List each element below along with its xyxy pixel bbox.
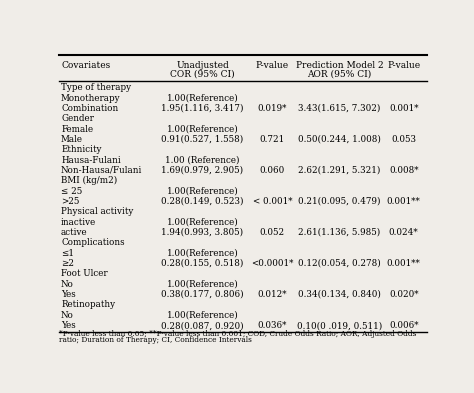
Text: 1.00(Reference): 1.00(Reference): [167, 311, 238, 320]
Text: P-value: P-value: [387, 61, 420, 70]
Text: No: No: [61, 280, 74, 289]
Text: 1.00(Reference): 1.00(Reference): [167, 187, 238, 196]
Text: No: No: [61, 311, 74, 320]
Text: 0.001*: 0.001*: [389, 104, 419, 113]
Text: 0.052: 0.052: [260, 228, 285, 237]
Text: 0.036*: 0.036*: [258, 321, 287, 330]
Text: 3.43(1.615, 7.302): 3.43(1.615, 7.302): [298, 104, 381, 113]
Text: Gender: Gender: [61, 114, 94, 123]
Text: 2.62(1.291, 5.321): 2.62(1.291, 5.321): [298, 166, 381, 175]
Text: 0.28(0.155, 0.518): 0.28(0.155, 0.518): [161, 259, 244, 268]
Text: 1.00(Reference): 1.00(Reference): [167, 249, 238, 258]
Text: <0.0001*: <0.0001*: [251, 259, 293, 268]
Text: COR (95% CI): COR (95% CI): [170, 70, 235, 79]
Text: Yes: Yes: [61, 321, 76, 330]
Text: 0.12(0.054, 0.278): 0.12(0.054, 0.278): [298, 259, 381, 268]
Text: 0.006*: 0.006*: [389, 321, 419, 330]
Text: 0.019*: 0.019*: [258, 104, 287, 113]
Text: 1.00(Reference): 1.00(Reference): [167, 218, 238, 227]
Text: Yes: Yes: [61, 290, 76, 299]
Text: Physical activity: Physical activity: [61, 207, 134, 216]
Text: Complications: Complications: [61, 238, 125, 247]
Text: < 0.001*: < 0.001*: [253, 197, 292, 206]
Text: Non-Hausa/Fulani: Non-Hausa/Fulani: [61, 166, 143, 175]
Text: 0.060: 0.060: [260, 166, 285, 175]
Text: 0.28(0.149, 0.523): 0.28(0.149, 0.523): [161, 197, 244, 206]
Text: 1.00(Reference): 1.00(Reference): [167, 125, 238, 134]
Text: Male: Male: [61, 135, 83, 144]
Text: 0.10(0 .019, 0.511): 0.10(0 .019, 0.511): [297, 321, 382, 330]
Text: 0.020*: 0.020*: [389, 290, 419, 299]
Text: Foot Ulcer: Foot Ulcer: [61, 269, 108, 278]
Text: 0.50(0.244, 1.008): 0.50(0.244, 1.008): [298, 135, 381, 144]
Text: 1.95(1.116, 3.417): 1.95(1.116, 3.417): [161, 104, 244, 113]
Text: 1.94(0.993, 3.805): 1.94(0.993, 3.805): [162, 228, 244, 237]
Text: Combination: Combination: [61, 104, 118, 113]
Text: 0.008*: 0.008*: [389, 166, 419, 175]
Text: 1.00(Reference): 1.00(Reference): [167, 94, 238, 103]
Text: >25: >25: [61, 197, 80, 206]
Text: 0.91(0.527, 1.558): 0.91(0.527, 1.558): [161, 135, 244, 144]
Text: 1.00(Reference): 1.00(Reference): [167, 280, 238, 289]
Text: Hausa-Fulani: Hausa-Fulani: [61, 156, 121, 165]
Text: 0.001**: 0.001**: [387, 259, 420, 268]
Text: Ethnicity: Ethnicity: [61, 145, 101, 154]
Text: Prediction Model 2: Prediction Model 2: [296, 61, 383, 70]
Text: 0.053: 0.053: [391, 135, 416, 144]
Text: 0.34(0.134, 0.840): 0.34(0.134, 0.840): [298, 290, 381, 299]
Text: AOR (95% CI): AOR (95% CI): [307, 70, 372, 79]
Text: 0.28(0.087, 0.920): 0.28(0.087, 0.920): [161, 321, 244, 330]
Text: Type of therapy: Type of therapy: [61, 83, 131, 92]
Text: ≥2: ≥2: [61, 259, 74, 268]
Text: 1.69(0.979, 2.905): 1.69(0.979, 2.905): [162, 166, 244, 175]
Text: Covariates: Covariates: [61, 61, 110, 70]
Text: ≤1: ≤1: [61, 249, 74, 258]
Text: 0.024*: 0.024*: [389, 228, 419, 237]
Text: P-value: P-value: [256, 61, 289, 70]
Text: Monotherapy: Monotherapy: [61, 94, 121, 103]
Text: 0.012*: 0.012*: [257, 290, 287, 299]
Text: inactive: inactive: [61, 218, 96, 227]
Text: 1.00 (Reference): 1.00 (Reference): [165, 156, 240, 165]
Text: 0.21(0.095, 0.479): 0.21(0.095, 0.479): [298, 197, 381, 206]
Text: BMI (kg/m2): BMI (kg/m2): [61, 176, 118, 185]
Text: Unadjusted: Unadjusted: [176, 61, 229, 70]
Text: 0.721: 0.721: [260, 135, 285, 144]
Text: 2.61(1.136, 5.985): 2.61(1.136, 5.985): [298, 228, 381, 237]
Text: active: active: [61, 228, 88, 237]
Text: Retinopathy: Retinopathy: [61, 300, 115, 309]
Text: 0.001**: 0.001**: [387, 197, 420, 206]
Text: ≤ 25: ≤ 25: [61, 187, 82, 196]
Text: *P-value less than 0.05; **P-value less than 0.001; COD, Crude Odds Ratio; AOR, : *P-value less than 0.05; **P-value less …: [59, 330, 417, 338]
Text: ratio; Duration of Therapy; CI, Confidence Intervals: ratio; Duration of Therapy; CI, Confiden…: [59, 336, 252, 344]
Text: 0.38(0.177, 0.806): 0.38(0.177, 0.806): [161, 290, 244, 299]
Text: Female: Female: [61, 125, 93, 134]
